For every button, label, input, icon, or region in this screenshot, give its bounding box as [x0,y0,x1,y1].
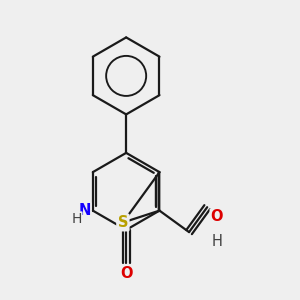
Text: O: O [120,266,132,281]
Text: H: H [212,234,222,249]
Text: N: N [79,203,91,218]
Text: S: S [118,215,128,230]
Text: H: H [71,212,82,226]
Text: O: O [210,209,223,224]
